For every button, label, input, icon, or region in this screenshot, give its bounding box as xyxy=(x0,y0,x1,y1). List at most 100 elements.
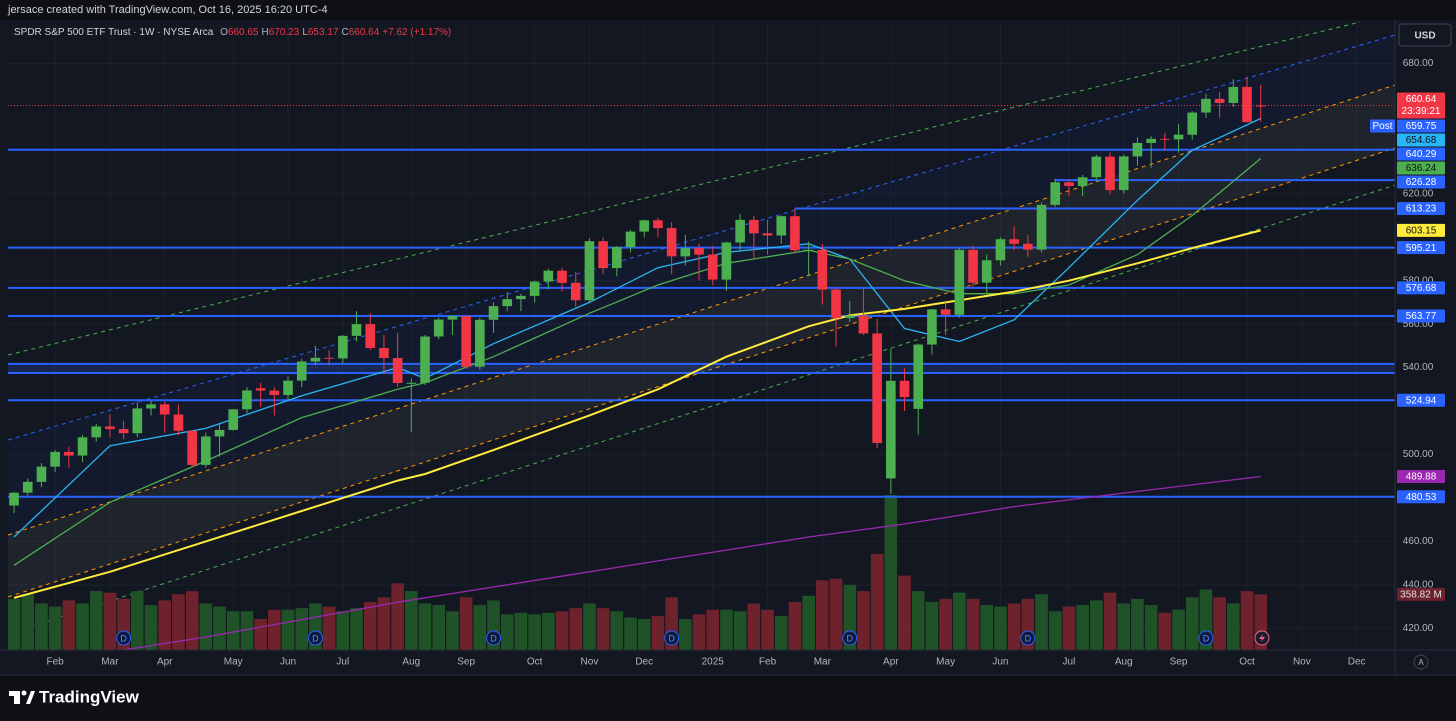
autoscale-button[interactable] xyxy=(1413,654,1429,670)
ohlc-value: 660.64 xyxy=(348,27,380,38)
price-label: 358.82 M xyxy=(1400,590,1442,601)
event-icon xyxy=(1254,630,1270,646)
volume-bar xyxy=(1007,603,1021,650)
price-label: 563.77 xyxy=(1406,311,1437,322)
candle-body xyxy=(1036,204,1047,250)
candle-body xyxy=(680,248,691,257)
symbol: SPDR S&P 500 ETF Trust · 1W · NYSE Arca xyxy=(14,27,214,38)
y-tick-label: 680.00 xyxy=(1403,58,1434,69)
x-tick-label: Jun xyxy=(992,657,1008,668)
candle-body xyxy=(1201,98,1211,113)
ohlc-item: L653.17 xyxy=(302,27,338,38)
x-tick-label: May xyxy=(936,657,955,668)
volume-bar xyxy=(336,611,350,650)
volume-bar xyxy=(1117,603,1131,650)
volume-bar xyxy=(500,614,514,650)
candle-body xyxy=(844,315,855,319)
session-tag-box xyxy=(1370,119,1395,133)
brand: TradingView xyxy=(39,687,140,706)
volume-bar xyxy=(1158,612,1172,650)
currency-button[interactable] xyxy=(1398,23,1452,47)
ohlc-item: O660.65 xyxy=(220,27,258,38)
candle-body xyxy=(570,282,581,301)
volume-bar xyxy=(446,611,459,650)
candle-body xyxy=(379,348,389,359)
x-tick-label: 2025 xyxy=(702,657,725,668)
volume-bar xyxy=(1172,609,1185,650)
dividend-marker xyxy=(116,630,132,646)
ohlc-key: L xyxy=(302,27,308,38)
candle-body xyxy=(1242,86,1252,123)
volume-bar xyxy=(706,609,720,650)
volume xyxy=(8,495,1268,650)
candle-body xyxy=(735,219,745,243)
candle-body xyxy=(187,430,197,465)
candle-body xyxy=(173,414,184,431)
candle-body xyxy=(50,451,60,467)
volume-bar xyxy=(857,591,870,650)
volume-bar xyxy=(733,611,747,650)
price-label: 654.68 xyxy=(1406,135,1437,146)
candle-body xyxy=(653,220,663,229)
volume-bar xyxy=(898,575,911,650)
dividend-label: D xyxy=(846,633,853,643)
candle-body xyxy=(475,319,485,367)
channel-line xyxy=(8,184,1395,635)
volume-bar xyxy=(925,601,939,650)
candle-body xyxy=(584,241,595,301)
price-label: 576.68 xyxy=(1406,283,1437,294)
candle-body xyxy=(488,306,499,320)
price-label-box xyxy=(1397,469,1445,483)
autoscale-label[interactable]: A xyxy=(1418,658,1424,667)
volume-bar xyxy=(829,578,843,650)
candle-body xyxy=(338,335,348,359)
dividend-label: D xyxy=(312,633,319,643)
volume-bar xyxy=(1090,600,1103,650)
logo-part xyxy=(26,691,35,704)
volume-bar xyxy=(144,605,158,650)
dividend-marker xyxy=(842,630,858,646)
price-label: 613.23 xyxy=(1406,204,1437,215)
candle-body xyxy=(64,451,74,456)
candle-body xyxy=(1146,138,1156,143)
price-label-box xyxy=(1397,175,1445,189)
price-label-box xyxy=(1397,119,1445,133)
dividend-label: D xyxy=(120,633,127,643)
candle-body xyxy=(159,404,170,415)
candle-body xyxy=(995,239,1006,261)
candle-body xyxy=(433,319,444,337)
candle-body xyxy=(1187,112,1198,135)
change: +7.62 (+1.17%) xyxy=(382,27,452,38)
x-tick-label: Aug xyxy=(1115,657,1133,668)
dividend-label: D xyxy=(490,633,497,643)
candle-body xyxy=(296,361,307,381)
currency[interactable]: USD xyxy=(1414,31,1435,42)
logo-part xyxy=(14,691,20,704)
candle-body xyxy=(420,336,430,383)
volume-bar xyxy=(62,600,76,650)
ma-line xyxy=(13,229,1261,599)
volume-bar xyxy=(569,608,583,650)
candle-body xyxy=(858,315,869,334)
volume-bar xyxy=(363,601,377,650)
volume-bar xyxy=(8,598,21,650)
candle-body xyxy=(91,426,102,438)
x-tick-label: Oct xyxy=(527,657,543,668)
volume-bar xyxy=(747,603,761,650)
x-tick-label: Nov xyxy=(1293,657,1311,668)
volume-bar xyxy=(295,608,309,650)
event-bolt xyxy=(1259,634,1265,642)
volume-bar xyxy=(528,614,541,650)
candle-body xyxy=(886,380,896,479)
volume-bar xyxy=(966,598,980,650)
candle-body xyxy=(1160,138,1170,140)
candle-body xyxy=(1214,98,1225,103)
volume-bar xyxy=(473,605,487,650)
candle-body xyxy=(461,316,471,367)
candle-body xyxy=(749,219,759,234)
volume-bar xyxy=(1213,597,1226,650)
candle-body xyxy=(940,309,951,315)
candle-body xyxy=(22,481,33,493)
x-tick-label: Mar xyxy=(814,657,832,668)
